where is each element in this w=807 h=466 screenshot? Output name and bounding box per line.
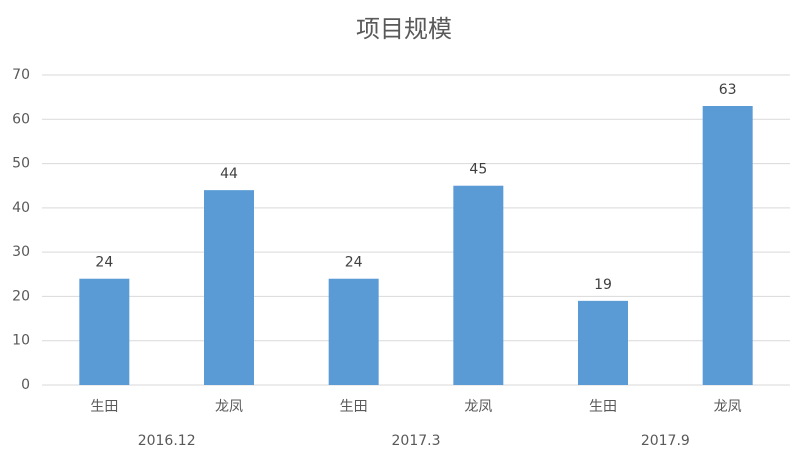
x-tick-label: 生田 (589, 399, 617, 415)
y-tick-label: 0 (21, 377, 30, 393)
x-tick-label: 生田 (90, 399, 118, 415)
x-tick-label: 龙凤 (215, 399, 243, 415)
data-label: 19 (594, 277, 612, 293)
bar (79, 278, 130, 385)
bar (453, 185, 504, 385)
data-label: 24 (95, 255, 113, 271)
x-tick-label: 生田 (340, 399, 368, 415)
y-tick-label: 50 (12, 156, 30, 172)
y-tick-label: 30 (12, 244, 30, 260)
data-label: 45 (469, 162, 487, 178)
x-tick-label: 龙凤 (464, 399, 492, 415)
group-label: 2017.9 (641, 433, 690, 449)
y-tick-label: 20 (12, 288, 30, 304)
group-label: 2017.3 (392, 433, 441, 449)
y-tick-label: 10 (12, 333, 30, 349)
bar (204, 190, 254, 385)
bar (328, 278, 379, 385)
chart-title: 项目规模 (356, 15, 452, 43)
bar (578, 300, 628, 385)
data-label: 44 (220, 166, 238, 182)
bar (702, 106, 753, 385)
y-tick-label: 70 (12, 67, 30, 83)
data-label: 24 (345, 255, 363, 271)
group-label: 2016.12 (138, 433, 196, 449)
x-tick-label: 龙凤 (714, 399, 742, 415)
y-tick-label: 60 (12, 111, 30, 127)
data-label: 63 (719, 82, 737, 98)
y-tick-label: 40 (12, 200, 30, 216)
